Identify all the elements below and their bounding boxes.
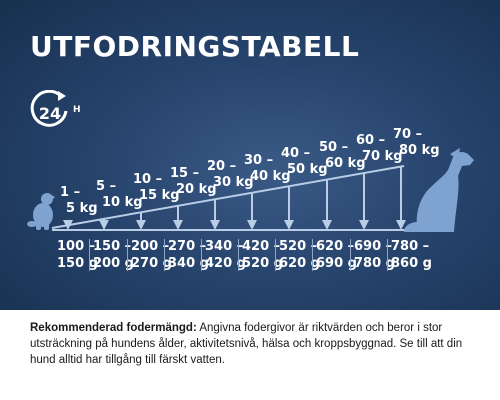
page-title: UTFODRINGSTABELL: [30, 30, 360, 63]
arrow-head: [173, 220, 183, 230]
arrow-head: [396, 220, 406, 230]
arrow-head: [247, 220, 257, 230]
small-dog-icon: [27, 193, 55, 230]
footer-note: Rekommenderad fodermängd: Angivna foderg…: [0, 310, 500, 400]
footer-label: Rekommenderad fodermängd:: [30, 322, 197, 334]
ramp-line: [51, 165, 405, 229]
badge-number: 24: [39, 104, 61, 123]
arrow-head: [359, 220, 369, 230]
badge-unit: H: [73, 105, 81, 115]
footer-paragraph: Rekommenderad fodermängd: Angivna foderg…: [30, 320, 478, 368]
arrow-head: [210, 220, 220, 230]
arrow-head: [63, 220, 73, 230]
arrow-head: [322, 220, 332, 230]
arrow-head: [136, 220, 146, 230]
arrow-head: [284, 220, 294, 230]
footer-text: Angivna fodergivor är riktvärden och ber…: [30, 322, 463, 366]
feeding-table-panel: UTFODRINGSTABELL 24 H 1 –5 kg 5 –10 kg 10 …: [0, 0, 500, 310]
weight-arrow-chart: [27, 148, 474, 232]
large-dog-icon: [404, 148, 474, 232]
24h-icon: 24 H: [30, 90, 81, 127]
arrow-head: [99, 220, 109, 230]
